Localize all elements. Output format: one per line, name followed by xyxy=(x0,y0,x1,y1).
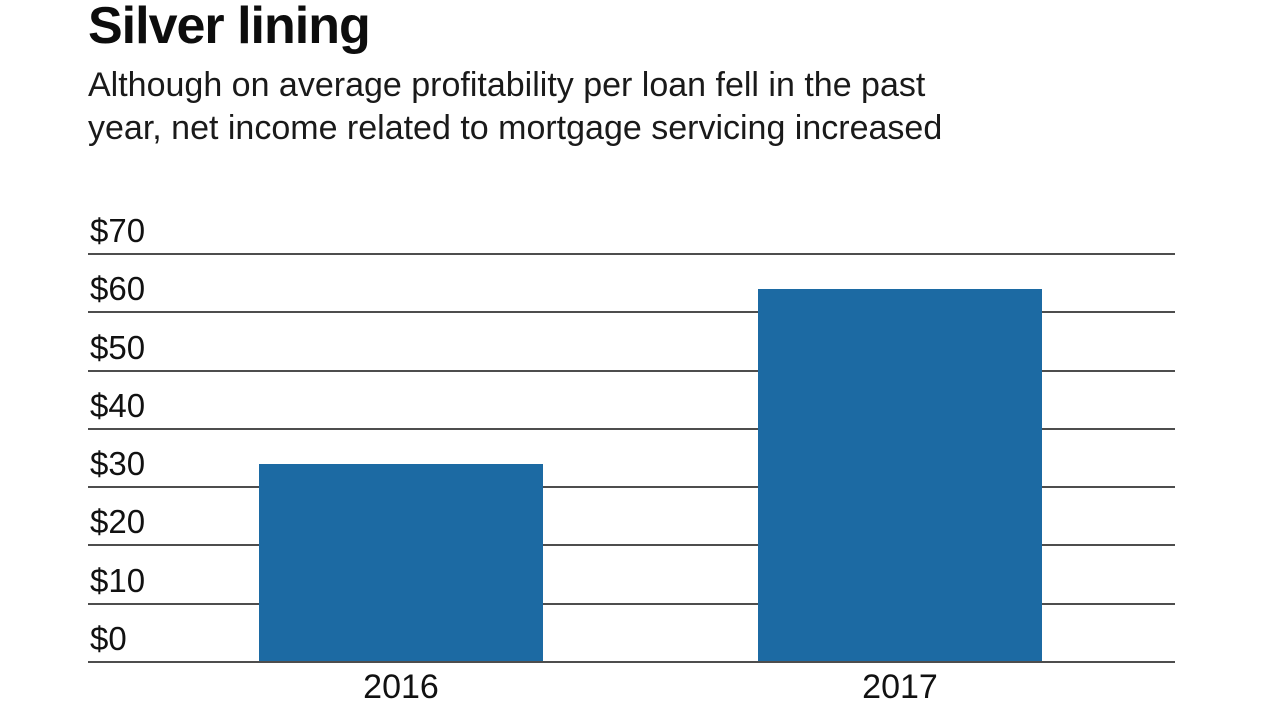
plot-area: $70 $60 $50 $40 $30 $20 $10 $0 2016 2017 xyxy=(88,212,1175,706)
y-tick-label: $40 xyxy=(90,387,146,424)
x-tick-label-2017: 2017 xyxy=(862,668,938,706)
y-tick-label: $0 xyxy=(90,620,127,657)
y-tick-label: $30 xyxy=(90,445,146,482)
chart-subtitle-line-1: Although on average profitability per lo… xyxy=(88,66,926,104)
y-tick-label: $70 xyxy=(90,212,146,249)
gridline-70 xyxy=(88,253,1175,255)
bar-2016 xyxy=(259,464,543,662)
gridline-30 xyxy=(88,486,1175,488)
gridline-50 xyxy=(88,370,1175,372)
x-tick-label-2016: 2016 xyxy=(363,668,439,706)
chart-title: Silver lining xyxy=(88,0,371,55)
y-tick-label: $10 xyxy=(90,562,146,599)
gridline-20 xyxy=(88,544,1175,546)
y-tick-label: $20 xyxy=(90,503,146,540)
chart-subtitle: Although on average profitability per lo… xyxy=(88,64,942,150)
bar-2017 xyxy=(758,289,1042,662)
chart-subtitle-line-2: year, net income related to mortgage ser… xyxy=(88,109,943,147)
gridline-60 xyxy=(88,311,1175,313)
gridline-10 xyxy=(88,603,1175,605)
y-tick-label: $60 xyxy=(90,270,146,307)
y-tick-label: $50 xyxy=(90,329,146,366)
gridline-0 xyxy=(88,661,1175,663)
gridline-40 xyxy=(88,428,1175,430)
